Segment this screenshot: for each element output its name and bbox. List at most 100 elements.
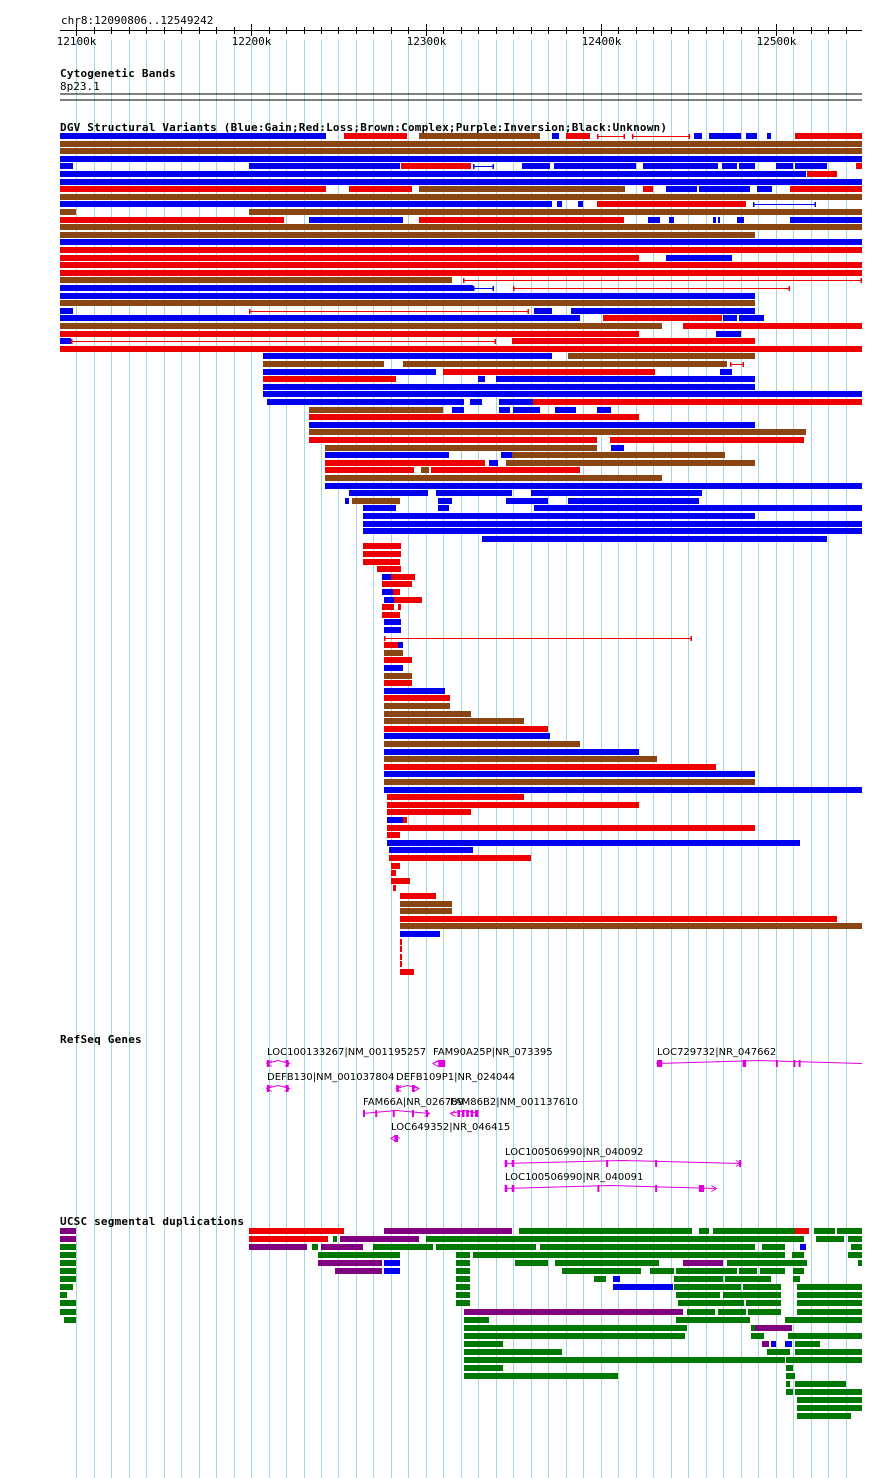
dgv-variant-loss[interactable] [393,642,398,648]
dgv-variant-loss[interactable] [400,969,414,975]
dgv-variant-complex[interactable] [352,498,400,504]
dgv-variant-loss[interactable] [400,946,402,952]
refseq-gene-label[interactable]: DEFB109P1|NR_024044 [396,1072,516,1083]
coordinate-ruler[interactable]: 12100k 12200k 12300k 12400k 12500k [0,0,890,60]
segdup-feature-green[interactable] [792,1252,804,1258]
dgv-variant-gain[interactable] [790,217,862,223]
dgv-variant-loss[interactable] [60,346,862,352]
dgv-variant-loss[interactable] [391,863,400,869]
segdup-feature-green[interactable] [464,1333,685,1339]
segdup-feature-green[interactable] [760,1268,785,1274]
segdup-feature-green[interactable] [676,1292,720,1298]
dgv-variant-gain[interactable] [384,665,403,671]
dgv-variant-gain[interactable] [384,597,394,603]
dgv-variant-complex[interactable] [568,353,755,359]
segdup-feature-green[interactable] [858,1260,862,1266]
dgv-variant-loss[interactable] [597,201,746,207]
dgv-variant-gain[interactable] [345,498,349,504]
dgv-variant-gain[interactable] [552,133,559,139]
segdup-feature-green[interactable] [60,1300,76,1306]
dgv-variant-loss[interactable] [790,186,862,192]
segdup-feature-purple[interactable] [384,1228,512,1234]
dgv-variant-loss[interactable] [384,657,412,663]
segdup-feature-green[interactable] [786,1389,793,1395]
segdup-feature-green[interactable] [797,1405,862,1411]
segdup-feature-purple[interactable] [762,1341,769,1347]
dgv-variant-loss[interactable] [683,323,862,329]
dgv-variant-loss[interactable] [401,163,471,169]
dgv-variant-gain[interactable] [716,331,741,337]
dgv-variant-gain[interactable] [767,133,771,139]
dgv-variant-gain[interactable] [363,521,862,527]
segdup-feature-green[interactable] [837,1228,862,1234]
dgv-variant-gain[interactable] [482,536,827,542]
segdup-feature-green[interactable] [797,1397,862,1403]
dgv-variant-complex[interactable] [400,908,452,914]
segdup-feature-green[interactable] [797,1309,862,1315]
dgv-variant-complex[interactable] [60,323,662,329]
dgv-variant-gain[interactable] [578,201,583,207]
segdup-feature-green[interactable] [373,1244,433,1250]
dgv-variant-loss[interactable] [60,262,862,268]
dgv-variant-complex[interactable] [384,718,524,724]
refseq-track-title[interactable]: RefSeq Genes [60,1033,142,1046]
dgv-variant-gain[interactable] [60,285,473,291]
dgv-variant-complex[interactable] [60,141,862,147]
dgv-variant-loss[interactable] [60,331,639,337]
dgv-variant-gain[interactable] [60,163,73,169]
dgv-variant-complex[interactable] [60,300,755,306]
dgv-variant-gain[interactable] [436,490,512,496]
dgv-variant-gain[interactable] [60,293,755,299]
dgv-variant-complex[interactable] [60,277,452,283]
dgv-variant-loss[interactable] [384,680,412,686]
dgv-variant-gain[interactable] [249,163,400,169]
segdup-feature-green[interactable] [736,1292,781,1298]
segdup-feature-green[interactable] [540,1244,755,1250]
segdup-feature-green[interactable] [848,1236,862,1242]
segdup-feature-green[interactable] [60,1309,76,1315]
refseq-gene[interactable] [504,1184,718,1192]
dgv-variant-complex[interactable] [309,407,443,413]
segdup-feature-green[interactable] [788,1333,862,1339]
dgv-variant-complex[interactable] [384,779,755,785]
dgv-variant-loss[interactable] [393,589,400,595]
segdup-feature-green[interactable] [848,1252,862,1258]
segdup-feature-green[interactable] [464,1325,687,1331]
dgv-variant-gain[interactable] [597,407,611,413]
dgv-variant-gain[interactable] [384,688,445,694]
refseq-gene[interactable] [390,1134,401,1142]
segdup-feature-green[interactable] [60,1260,76,1266]
dgv-variant-complex[interactable] [249,209,862,215]
segdup-feature-green[interactable] [60,1284,73,1290]
dgv-variant-gain[interactable] [713,217,716,223]
dgv-variant-gain[interactable] [739,315,764,321]
segdup-feature-green[interactable] [312,1244,318,1250]
segdup-feature-green[interactable] [650,1268,674,1274]
refseq-gene-label[interactable]: FAM90A25P|NR_073395 [433,1047,553,1058]
dgv-variant-loss[interactable] [603,315,722,321]
segdup-feature-green[interactable] [676,1317,750,1323]
segdup-feature-purple[interactable] [60,1228,76,1234]
dgv-variant-loss[interactable] [382,604,394,610]
segdup-feature-green[interactable] [814,1228,835,1234]
dgv-variant-loss[interactable] [398,604,401,610]
segdup-feature-green[interactable] [746,1300,781,1306]
dgv-variant-gain[interactable] [438,505,449,511]
segdup-feature-green[interactable] [739,1268,757,1274]
dgv-variant-loss[interactable] [344,133,407,139]
dgv-variant-gain[interactable] [534,505,862,511]
dgv-variant-loss[interactable] [377,566,401,572]
refseq-gene-label[interactable]: FAM86B2|NM_001137610 [450,1097,578,1108]
dgv-variant-gain[interactable] [496,376,755,382]
dgv-variant-gain[interactable] [363,505,396,511]
dgv-variant-loss[interactable] [512,338,755,344]
segdup-feature-blue[interactable] [384,1260,400,1266]
segdup-feature-green[interactable] [562,1268,641,1274]
segdup-feature-green[interactable] [456,1268,470,1274]
dgv-variant-gain[interactable] [384,619,401,625]
dgv-variant-complex[interactable] [403,361,727,367]
cytoband-bar[interactable] [0,91,890,101]
dgv-variant-loss[interactable] [795,133,862,139]
segdup-feature-green[interactable] [851,1244,862,1250]
dgv-variant-gain[interactable] [363,528,449,534]
